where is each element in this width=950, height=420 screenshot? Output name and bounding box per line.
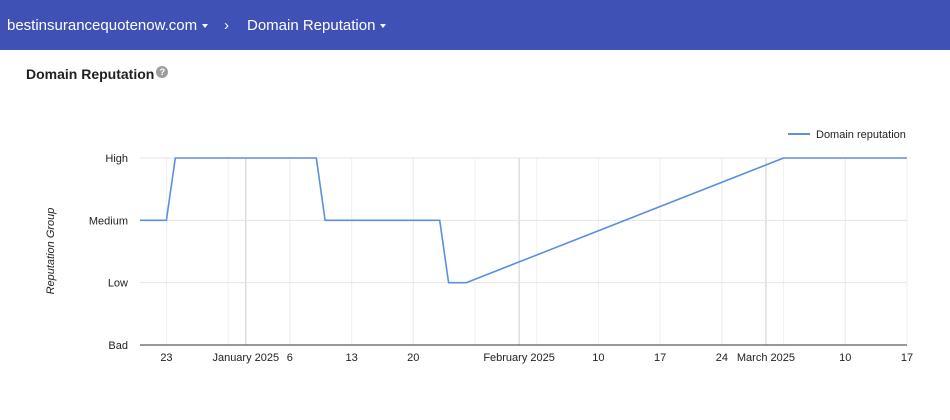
x-axis-ticks: 23 January 2025 6 13 20 February 2025 10 17 24 Ma… — [160, 352, 913, 364]
domain-label: bestinsurancequotenow.com — [7, 16, 198, 34]
x-tick-label: 13 — [345, 352, 357, 364]
x-tick-label: March 2025 — [737, 352, 795, 364]
series-lines — [140, 157, 907, 284]
x-tick-label: 20 — [407, 352, 419, 364]
x-tick-label: 17 — [901, 352, 913, 364]
y-axis-title: Reputation Group — [45, 208, 57, 295]
x-tick-label: January 2025 — [212, 352, 279, 364]
x-tick-label: 10 — [592, 352, 604, 364]
series-line-domain-reputation — [140, 157, 907, 284]
x-tick-label: February 2025 — [483, 352, 555, 364]
y-axis-ticks: Bad Low Medium High — [89, 153, 128, 352]
y-tick-label: Low — [108, 278, 128, 290]
y-tick-label: Bad — [108, 340, 128, 352]
help-icon[interactable]: ? — [156, 66, 169, 78]
chart-legend: Domain reputation — [788, 129, 906, 141]
x-tick-label: 6 — [287, 352, 293, 364]
y-tick-label: High — [105, 153, 128, 165]
x-tick-label: 24 — [716, 352, 728, 364]
top-app-bar: bestinsurancequotenow.com › Domain Reput… — [0, 0, 950, 50]
section-selector[interactable]: Domain Reputation — [247, 0, 387, 50]
x-tick-label: 23 — [160, 352, 172, 364]
horizontal-gridlines — [140, 157, 907, 346]
y-tick-label: Medium — [89, 215, 128, 227]
page-title: Domain Reputation — [26, 66, 155, 82]
x-tick-label: 10 — [839, 352, 851, 364]
section-label: Domain Reputation — [247, 16, 376, 34]
dropdown-caret-icon — [380, 24, 387, 28]
page-header: Domain Reputation ? — [26, 66, 169, 82]
x-tick-label: 17 — [654, 352, 666, 364]
dropdown-caret-icon — [202, 24, 209, 28]
legend-label: Domain reputation — [816, 129, 906, 141]
breadcrumb-chevron-icon: › — [224, 16, 229, 34]
domain-selector[interactable]: bestinsurancequotenow.com — [7, 0, 209, 50]
vertical-gridlines — [165, 158, 908, 345]
